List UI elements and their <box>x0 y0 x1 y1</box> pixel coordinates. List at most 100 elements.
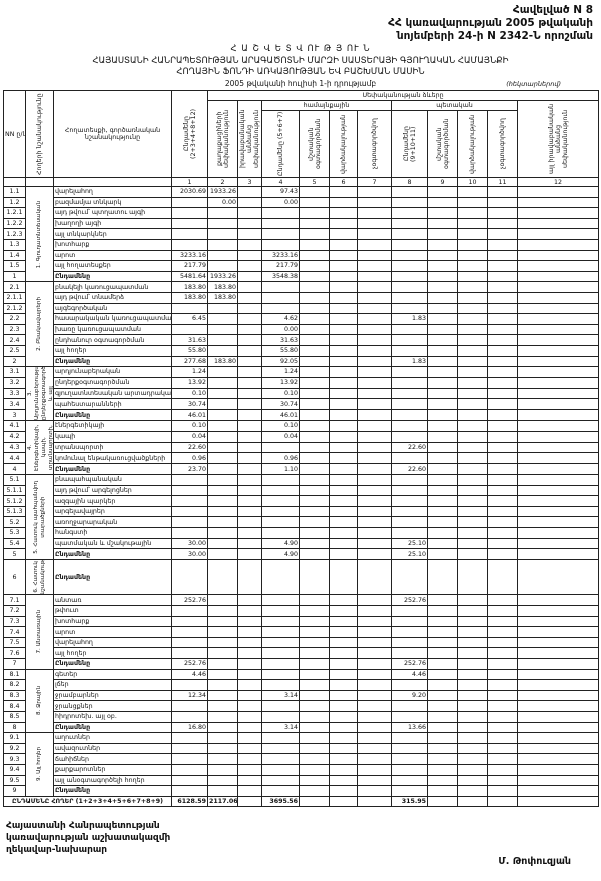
value-cell: 4.90 <box>261 537 300 550</box>
row-number: 8 <box>3 721 26 734</box>
column-header-text: չօգտագործվող <box>499 118 506 170</box>
empty-cell <box>299 668 330 681</box>
empty-cell <box>391 700 428 712</box>
empty-cell <box>487 594 518 607</box>
value-cell: 16.80 <box>171 721 208 734</box>
empty-cell <box>237 636 262 649</box>
land-type: Ընդամենը <box>53 548 172 560</box>
empty-cell <box>427 281 458 293</box>
empty-cell <box>427 249 458 262</box>
nn-header: NN ը/կ <box>3 90 26 178</box>
empty-cell <box>457 774 488 787</box>
empty-cell <box>427 302 458 315</box>
empty-cell <box>516 785 600 797</box>
empty-cell <box>299 721 330 734</box>
empty-cell <box>487 420 518 432</box>
empty-cell <box>457 679 488 691</box>
table-row: 3.1 3. Արդյունաբերության, ընդերքօգտագործմ… <box>3 366 600 422</box>
empty-cell <box>457 763 488 776</box>
empty-cell <box>391 785 428 797</box>
empty-cell <box>516 441 600 454</box>
empty-cell <box>207 742 238 755</box>
empty-cell <box>329 721 358 734</box>
empty-cell <box>427 441 458 454</box>
empty-cell <box>207 689 238 702</box>
empty-cell <box>516 626 600 638</box>
table-row: 1.2.1 այդ թվում՝ պտղատու այգի <box>3 207 600 219</box>
column-header: չօգտագործվող <box>487 110 518 178</box>
empty-cell <box>487 302 518 315</box>
table-row: 4.14. Էներգետիկայի, կապի, տրանսպորտի, կո… <box>3 420 600 476</box>
empty-cell <box>457 387 488 400</box>
empty-cell <box>357 700 392 712</box>
empty-cell <box>391 366 428 378</box>
empty-cell <box>171 615 208 628</box>
empty-cell <box>237 527 262 539</box>
empty-cell <box>261 679 300 691</box>
table-row: 8.2 լճեր <box>3 679 600 691</box>
empty-cell <box>261 626 300 638</box>
empty-cell <box>487 763 518 776</box>
column-number: 1 <box>171 177 208 187</box>
column-number: 8 <box>391 177 428 187</box>
footer: Հայաստանի Հանրապետության կառավարության ա… <box>6 820 170 856</box>
column-header-text: մշտական օգտագործման <box>307 118 322 170</box>
empty-cell <box>299 196 330 209</box>
value-cell: 4.46 <box>391 668 428 681</box>
empty-cell <box>171 505 208 518</box>
empty-cell <box>329 441 358 454</box>
empty-cell <box>299 249 330 262</box>
table-row: 1 Ընդամենը 5481.64 1933.26 3548.38 <box>3 270 600 283</box>
column-header-text: Ընդամենը (9+10+11) <box>402 126 417 162</box>
header-line: Հավելված N 8 <box>512 4 593 16</box>
empty-cell <box>457 636 488 649</box>
value-cell: 183.80 <box>207 281 238 293</box>
empty-cell <box>207 679 238 691</box>
table-row: 7.4 արոտ <box>3 626 600 638</box>
value-cell: 55.80 <box>171 344 208 357</box>
empty-cell <box>457 323 488 336</box>
category-text: 3. Արդյունաբերության, ընդերքօգտագործման … <box>27 366 54 421</box>
empty-cell <box>207 344 238 357</box>
empty-cell <box>487 313 518 325</box>
land-type: ընդերքօգտագործման <box>53 376 172 389</box>
empty-cell <box>457 785 488 797</box>
row-number: 8.3 <box>3 689 26 702</box>
value-cell: 252.76 <box>391 594 428 607</box>
value-cell: 0.96 <box>171 452 208 465</box>
empty-cell <box>457 605 488 617</box>
value-cell: 0.04 <box>171 430 208 443</box>
empty-cell <box>457 548 488 560</box>
empty-cell <box>261 615 300 628</box>
empty-cell <box>329 463 358 476</box>
empty-cell <box>427 484 458 497</box>
empty-cell <box>171 710 208 723</box>
empty-cell <box>457 376 488 389</box>
empty-cell <box>329 409 358 422</box>
empty-cell <box>427 516 458 529</box>
table-row: 4 Ընդամենը 23.70 1.10 22.60 <box>3 463 600 476</box>
value-cell: 252.76 <box>391 658 428 670</box>
name-header: Հողատեսքի, գործառնական նշանակությունը <box>53 90 172 178</box>
empty-cell <box>299 785 330 797</box>
empty-cell <box>357 537 392 550</box>
row-number: 1.5 <box>3 260 26 272</box>
empty-cell <box>171 495 208 507</box>
column-header: այլ իրավաբանական անձանց սեփականություն <box>516 100 600 178</box>
empty-cell <box>457 463 488 476</box>
empty-cell <box>457 217 488 230</box>
empty-cell <box>427 430 458 443</box>
empty-cell <box>357 430 392 443</box>
value-cell: 3.14 <box>261 689 300 702</box>
empty-cell <box>391 249 428 262</box>
empty-cell <box>299 409 330 422</box>
header: Հավելված N 8 ՀՀ կառավարության 2005 թվակա… <box>388 4 593 43</box>
empty-cell <box>427 710 458 723</box>
land-type: հիդրոտեխ. այլ օբ. <box>53 710 172 723</box>
empty-cell <box>516 398 600 411</box>
land-type: կապի <box>53 430 172 443</box>
empty-cell <box>357 398 392 411</box>
empty-cell <box>207 334 238 346</box>
empty-cell <box>457 615 488 628</box>
value-cell: 3233.16 <box>261 249 300 262</box>
